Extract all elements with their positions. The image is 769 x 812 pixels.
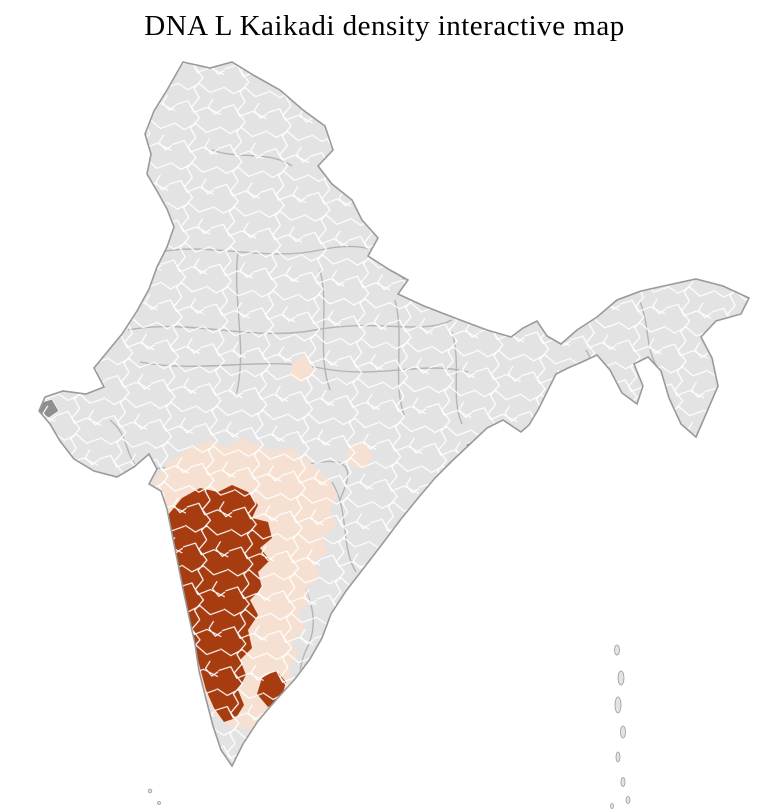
andaman-islands — [610, 644, 631, 809]
island — [610, 803, 614, 809]
island — [614, 696, 622, 714]
island — [615, 751, 621, 763]
island — [625, 796, 631, 804]
page-title: DNA L Kaikadi density interactive map — [144, 10, 625, 42]
island — [617, 670, 625, 686]
island — [614, 644, 620, 656]
island — [620, 725, 626, 739]
island — [147, 788, 153, 794]
lakshadweep-islands — [147, 788, 161, 805]
island — [157, 801, 161, 805]
island — [620, 777, 626, 787]
